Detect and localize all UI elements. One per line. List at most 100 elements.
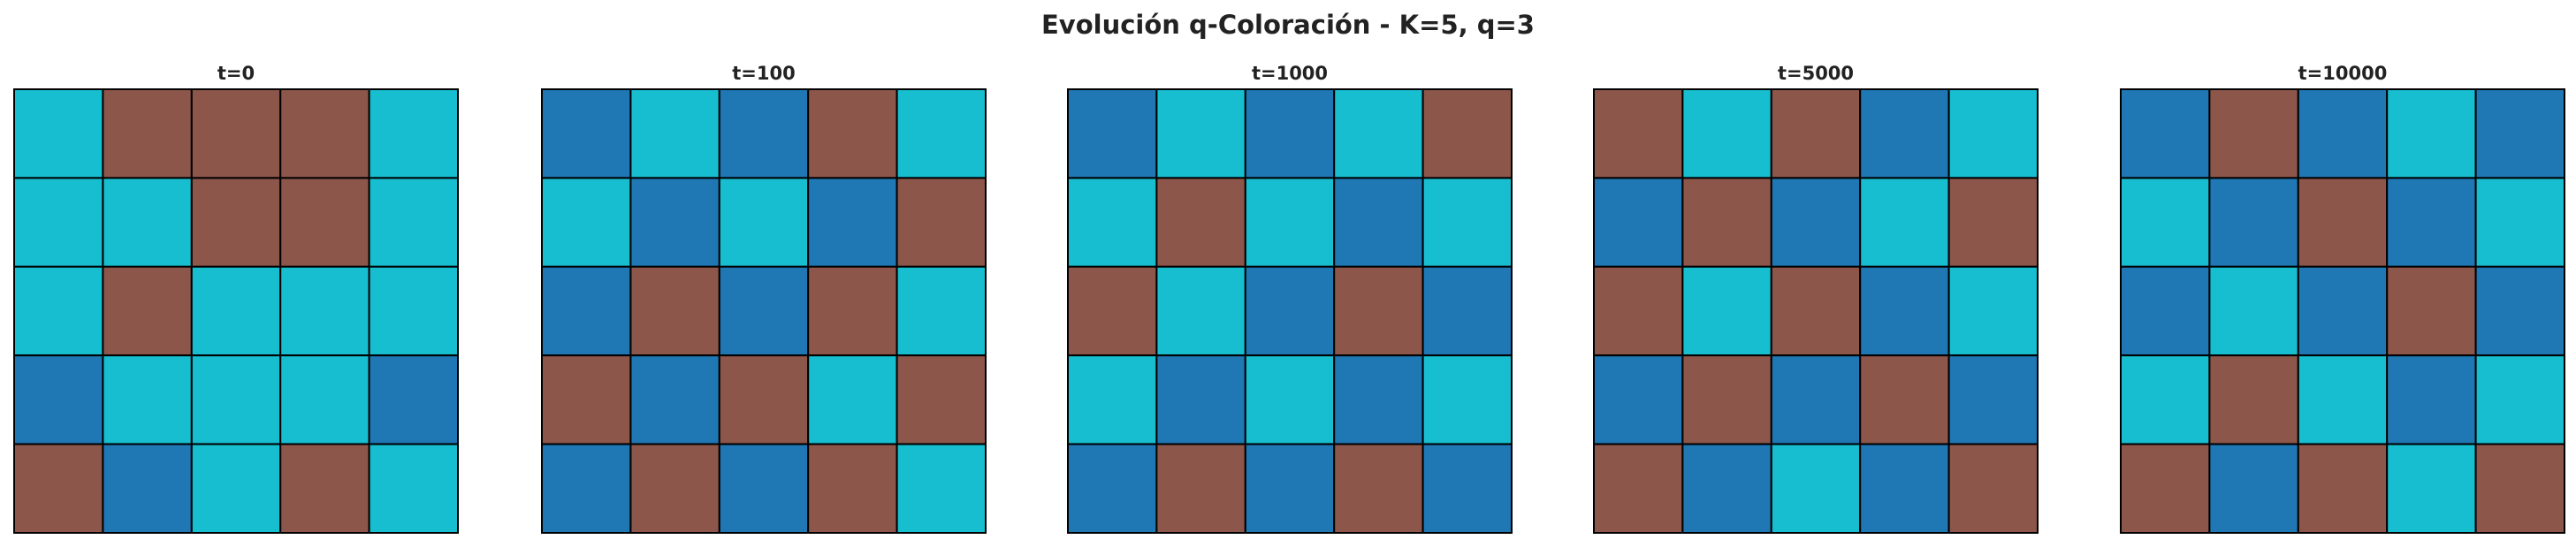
cell-r2-c2 — [718, 265, 810, 357]
cell-r3-c1 — [629, 354, 720, 445]
cell-r3-c1 — [102, 354, 193, 445]
cell-r0-c2 — [1244, 88, 1336, 179]
cell-r1-c0 — [2120, 177, 2211, 268]
cell-r0-c1 — [102, 88, 193, 179]
panel-t-100: t=100 — [541, 63, 987, 535]
cell-r3-c1 — [2208, 354, 2299, 445]
cell-r0-c2 — [190, 88, 282, 179]
cell-r2-c2 — [190, 265, 282, 357]
cell-r1-c0 — [1593, 177, 1684, 268]
cell-r3-c0 — [13, 354, 104, 445]
cell-r4-c0 — [2120, 443, 2211, 535]
cell-r1-c1 — [1155, 177, 1246, 268]
panel-frame — [1067, 88, 1513, 534]
cell-r1-c4 — [1421, 177, 1513, 268]
panel-frame — [13, 88, 459, 534]
cell-r4-c2 — [718, 443, 810, 535]
cell-r4-c1 — [2208, 443, 2299, 535]
cell-r2-c0 — [1067, 265, 1158, 357]
cell-r2-c3 — [1333, 265, 1424, 357]
cell-r0-c1 — [1681, 88, 1772, 179]
panel-t-10000: t=10000 — [2120, 63, 2566, 535]
cell-r3-c0 — [541, 354, 632, 445]
panel-frame — [1593, 88, 2039, 534]
cell-r3-c2 — [2297, 354, 2389, 445]
cell-r2-c4 — [896, 265, 987, 357]
cell-r4-c4 — [1947, 443, 2039, 535]
cell-r1-c4 — [896, 177, 987, 268]
cell-r3-c3 — [2386, 354, 2477, 445]
cell-r3-c4 — [368, 354, 460, 445]
cell-r2-c4 — [1947, 265, 2039, 357]
cell-r4-c3 — [1859, 443, 1950, 535]
cell-r1-c1 — [1681, 177, 1772, 268]
cell-r2-c4 — [1421, 265, 1513, 357]
cell-r0-c1 — [2208, 88, 2299, 179]
panel-title: t=1000 — [1252, 63, 1328, 84]
cell-r0-c4 — [896, 88, 987, 179]
cell-r0-c4 — [2474, 88, 2566, 179]
cell-r3-c4 — [1421, 354, 1513, 445]
cell-r3-c0 — [1067, 354, 1158, 445]
cell-r1-c0 — [541, 177, 632, 268]
cell-r4-c4 — [2474, 443, 2566, 535]
cell-r3-c1 — [1681, 354, 1772, 445]
cell-r0-c3 — [1333, 88, 1424, 179]
panel-title: t=10000 — [2298, 63, 2388, 84]
cell-r1-c4 — [1947, 177, 2039, 268]
cell-r1-c2 — [190, 177, 282, 268]
cell-r4-c0 — [541, 443, 632, 535]
cell-r0-c3 — [279, 88, 370, 179]
cell-r1-c3 — [807, 177, 898, 268]
cell-r1-c1 — [629, 177, 720, 268]
cell-r3-c3 — [807, 354, 898, 445]
cell-r2-c0 — [2120, 265, 2211, 357]
cell-r3-c3 — [1859, 354, 1950, 445]
cell-r4-c0 — [13, 443, 104, 535]
cell-r4-c2 — [190, 443, 282, 535]
cell-r0-c1 — [1155, 88, 1246, 179]
cell-r4-c3 — [1333, 443, 1424, 535]
cell-r4-c1 — [629, 443, 720, 535]
cell-r3-c3 — [279, 354, 370, 445]
panel-title: t=100 — [732, 63, 795, 84]
cell-r1-c2 — [1244, 177, 1336, 268]
cell-r3-c4 — [896, 354, 987, 445]
cell-r4-c2 — [1244, 443, 1336, 535]
cell-r2-c2 — [1770, 265, 1862, 357]
cell-r1-c2 — [718, 177, 810, 268]
panel-t-0: t=0 — [13, 63, 460, 535]
cell-r4-c0 — [1593, 443, 1684, 535]
cell-r1-c3 — [2386, 177, 2477, 268]
cell-r0-c0 — [541, 88, 632, 179]
cell-r0-c1 — [629, 88, 720, 179]
cell-r2-c3 — [2386, 265, 2477, 357]
cell-r3-c4 — [2474, 354, 2566, 445]
cell-r2-c4 — [2474, 265, 2566, 357]
panel-t-1000: t=1000 — [1067, 63, 1513, 535]
cell-r1-c0 — [13, 177, 104, 268]
panel-title: t=0 — [217, 63, 255, 84]
cell-r2-c0 — [1593, 265, 1684, 357]
cell-r3-c0 — [1593, 354, 1684, 445]
cell-r0-c0 — [1067, 88, 1158, 179]
cell-r4-c2 — [1770, 443, 1862, 535]
panel-frame — [541, 88, 987, 534]
cell-r1-c4 — [368, 177, 460, 268]
cell-r2-c3 — [807, 265, 898, 357]
cell-r1-c3 — [1859, 177, 1950, 268]
cell-r0-c2 — [1770, 88, 1862, 179]
cell-r0-c0 — [1593, 88, 1684, 179]
cell-r0-c3 — [1859, 88, 1950, 179]
cell-r4-c2 — [2297, 443, 2389, 535]
cell-r0-c3 — [807, 88, 898, 179]
cell-r2-c4 — [368, 265, 460, 357]
cell-r4-c1 — [102, 443, 193, 535]
cell-r3-c0 — [2120, 354, 2211, 445]
cell-r2-c1 — [1155, 265, 1246, 357]
cell-r4-c1 — [1155, 443, 1246, 535]
cell-r2-c1 — [629, 265, 720, 357]
cell-r4-c3 — [807, 443, 898, 535]
cell-r2-c2 — [1244, 265, 1336, 357]
